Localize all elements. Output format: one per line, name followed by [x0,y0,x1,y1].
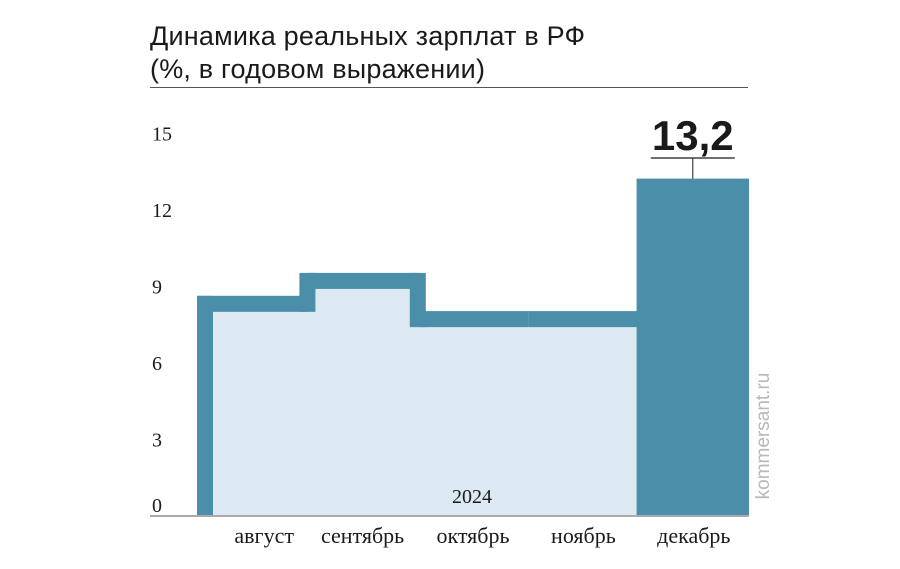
chart-title-line2: (%, в годовом выражении) [150,54,486,84]
x-category-label: ноябрь [551,523,616,548]
bar-4 [636,178,749,515]
bar-1 [307,272,418,289]
title-divider [150,87,748,88]
chart-title-line1: Динамика реальных зарплат в РФ [150,21,586,51]
y-tick-label: 15 [152,124,172,146]
y-tick-label: 12 [152,200,172,222]
bar-0 [197,295,308,312]
y-tick-label: 0 [152,495,162,517]
x-category-label: сентябрь [321,523,404,548]
y-tick-label: 6 [152,353,162,375]
x-category-label: август [234,523,294,548]
x-category-label: октябрь [436,523,509,548]
outline-left-edge [197,295,213,515]
chart-title: Динамика реальных зарплат в РФ (%, в год… [150,20,750,86]
year-label: 2024 [452,486,492,508]
x-category-label: декабрь [657,523,730,548]
area-fill [197,272,639,515]
step-connector-1 [299,272,316,312]
step-connector-2 [409,272,426,328]
bar-2 [417,311,529,328]
highlight-value-label: 13,2 [652,112,734,159]
source-watermark: kommersant.ru [753,372,774,500]
bar-3 [528,311,639,328]
y-tick-label: 3 [152,430,162,452]
y-tick-label: 9 [152,277,162,299]
